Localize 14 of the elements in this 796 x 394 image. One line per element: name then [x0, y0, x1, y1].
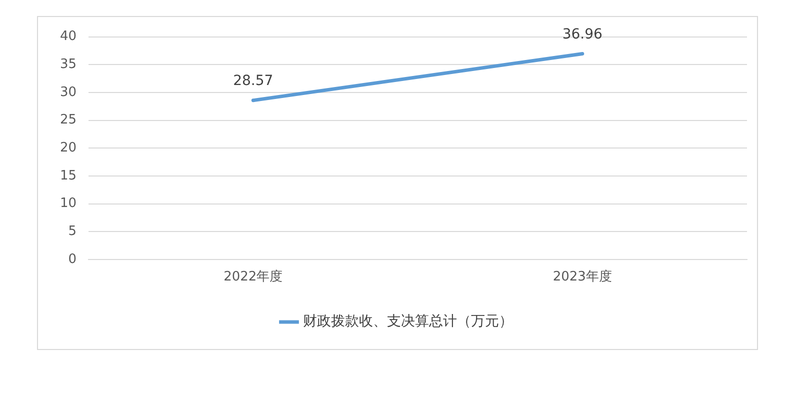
x-tick-label: 2022年度	[224, 268, 283, 285]
x-tick-label: 2023年度	[552, 268, 612, 285]
y-tick-label: 5	[68, 224, 77, 239]
y-tick-label: 30	[60, 84, 77, 100]
y-tick-label: 15	[60, 168, 77, 184]
data-label: 36.96	[562, 26, 603, 42]
y-tick-label: 20	[60, 140, 77, 156]
y-tick-label: 25	[60, 112, 77, 128]
y-tick-label: 35	[60, 57, 77, 72]
data-label: 28.57	[233, 73, 274, 90]
y-tick-label: 40	[60, 29, 77, 44]
y-tick-label: 10	[60, 196, 77, 212]
y-tick-label: 0	[68, 252, 77, 267]
legend-label: 财政拨款收、支决算总计（万元）	[303, 314, 513, 330]
